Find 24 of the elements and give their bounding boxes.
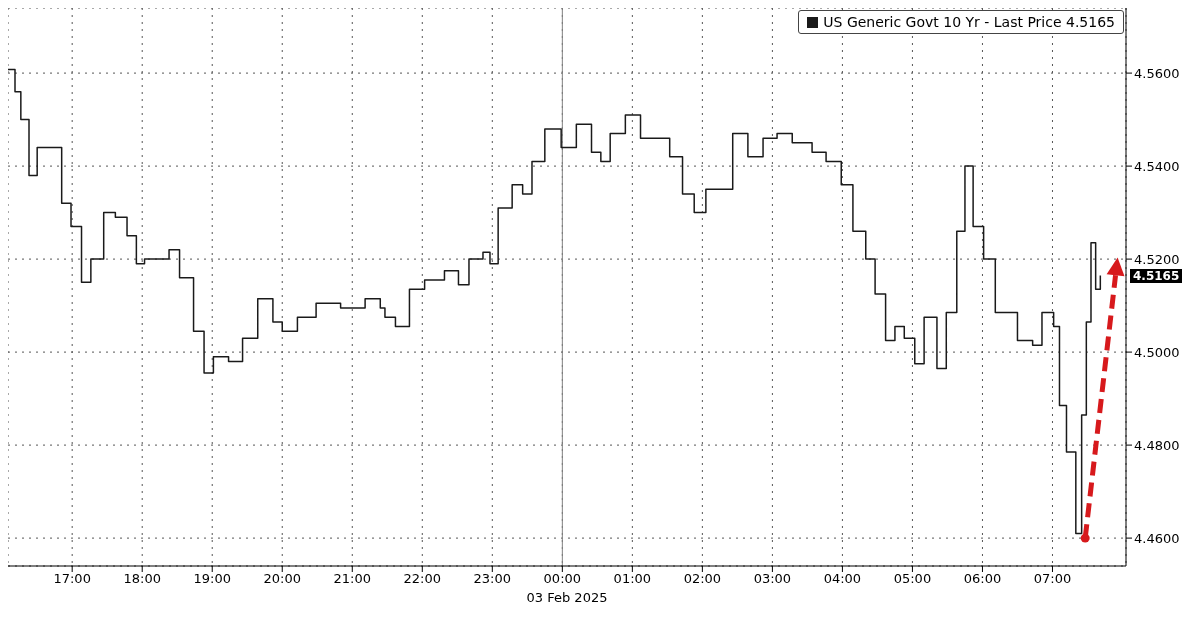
x-tick-label: 22:00 bbox=[403, 571, 442, 587]
x-tick-label: 23:00 bbox=[473, 571, 512, 587]
legend-label: US Generic Govt 10 Yr - Last Price 4.5165 bbox=[823, 14, 1115, 30]
x-tick-label: 01:00 bbox=[613, 571, 652, 587]
text: 4.5165 bbox=[1130, 269, 1183, 284]
x-tick-label: 20:00 bbox=[263, 571, 301, 587]
x-tick-label: 03:00 bbox=[753, 571, 792, 587]
y-tick-label: 4.4600 bbox=[1134, 530, 1180, 546]
y-tick-label: 4.5000 bbox=[1134, 344, 1180, 360]
x-tick-label: 21:00 bbox=[333, 571, 371, 587]
x-tick-label: 17:00 bbox=[53, 571, 91, 587]
y-tick-label: 4.5200 bbox=[1134, 251, 1180, 267]
x-tick-label: 18:00 bbox=[123, 571, 161, 587]
y-tick-label: 4.5600 bbox=[1134, 65, 1180, 81]
y-tick-label: 4.5400 bbox=[1134, 158, 1180, 174]
x-tick-label: 07:00 bbox=[1033, 571, 1072, 587]
x-tick-label: 04:00 bbox=[823, 571, 862, 587]
x-axis-title: 03 Feb 2025 bbox=[525, 590, 609, 605]
x-tick-label: 00:00 bbox=[543, 571, 582, 587]
x-tick-label: 05:00 bbox=[893, 571, 932, 587]
x-tick-label: 02:00 bbox=[683, 571, 722, 587]
x-tick-label: 19:00 bbox=[193, 571, 231, 587]
y-tick-label: 4.4800 bbox=[1134, 437, 1180, 453]
x-tick-label: 06:00 bbox=[963, 571, 1002, 587]
